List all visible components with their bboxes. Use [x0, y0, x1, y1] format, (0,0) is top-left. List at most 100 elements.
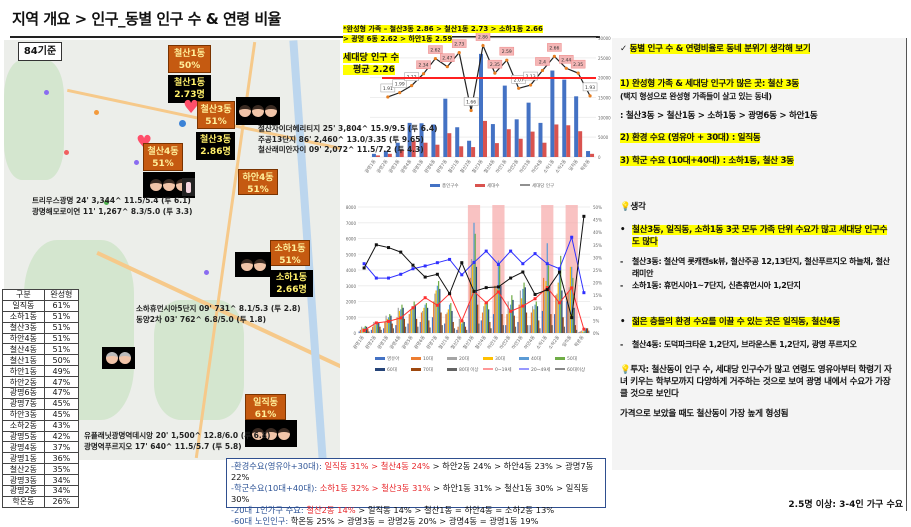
bar-40대 — [424, 304, 426, 333]
bar-70대 — [586, 328, 589, 333]
bar-70대 — [501, 314, 503, 333]
bar-20대 — [422, 310, 424, 333]
line-point — [509, 309, 513, 313]
y-tick-label: 3000 — [346, 284, 357, 289]
line-point — [460, 319, 464, 323]
bar-50대 — [486, 301, 489, 333]
dong-cell: 소하2동 — [2, 419, 45, 432]
bar-70대 — [513, 315, 515, 333]
dong-name: 철산4동 — [147, 147, 179, 157]
bar-population — [383, 151, 388, 157]
bar-60대 — [378, 322, 380, 333]
dong-cell: 하안4동 — [2, 332, 45, 345]
bar-10대 — [542, 277, 545, 333]
dash-icon: - — [620, 257, 624, 266]
table-row: 하안3동 45% — [2, 408, 80, 421]
bar-30대 — [411, 309, 413, 333]
bar-50대 — [535, 301, 537, 333]
map-label-iljik-ratio: 일직동 61% — [245, 394, 286, 420]
data-label: 2.34 — [419, 63, 429, 69]
title-divider — [10, 36, 600, 38]
basis-label: 84기준 — [18, 42, 62, 61]
table-row: 광명4동 37% — [2, 441, 80, 454]
dong-cell: 하안2동 — [2, 376, 45, 389]
complex-line: 광명해모로이연 11' 1,267^ 8.3/5.0 (투 3.3) — [32, 206, 193, 216]
bar-80대 이상 — [588, 330, 590, 333]
line-point — [545, 262, 549, 266]
point-3: 3) 학군 수요 (10대+40대) : 소하1동, 철산 3동 — [620, 156, 794, 166]
legend-swatch — [447, 357, 457, 360]
bar-50대 — [425, 303, 427, 333]
dong-name: 철산3동 — [200, 105, 232, 115]
bar-영유아 — [407, 323, 409, 333]
household-size-point — [410, 84, 414, 88]
bar-70대 — [550, 314, 552, 333]
household-size-point — [398, 91, 402, 95]
bar-households — [578, 131, 583, 157]
bar-30대 — [386, 318, 388, 333]
bar-population — [574, 96, 579, 157]
household-size-point — [481, 43, 485, 48]
bar-30대 — [582, 331, 584, 333]
map-label-soha1-household: 소하1동 2.66명 — [270, 270, 313, 297]
bar-60대 — [365, 326, 368, 333]
line-point — [545, 288, 549, 292]
x-tick-label: 광명1동 — [351, 334, 366, 351]
table-row: 소하2동 43% — [2, 419, 80, 432]
x-tick-label: 광명5동 — [400, 334, 415, 351]
table-row: 철산1동 50% — [2, 354, 80, 367]
bar-60대 — [402, 307, 404, 333]
household-size-point — [457, 51, 461, 55]
household-size-line — [387, 43, 591, 111]
dong-name: 철산3동 — [199, 135, 232, 145]
x-tick-label: 철산1동 — [437, 334, 452, 351]
dong-cell: 광명6동 — [2, 387, 45, 399]
average-label-line: 세대당 인구 수 — [343, 53, 399, 63]
bar-30대 — [508, 310, 511, 333]
table-row: 철산2동 35% — [2, 463, 80, 476]
x-tick-label: 일직동 — [567, 158, 580, 172]
ratio-cell: 37% — [43, 441, 80, 454]
ratio-cell: 26% — [43, 495, 80, 508]
bar-70대 — [489, 321, 491, 333]
map-label-cheolsan4-ratio: 철산4동 51% — [143, 143, 183, 171]
complex-info-cheolsan: 철산자이더헤리티지 25' 3,804^ 15.9/9.5 (투 6.4) 주공1… — [258, 124, 437, 156]
map-label-cheolsan1-household: 철산1동 2.73명 — [168, 75, 211, 103]
bar-30대 — [459, 321, 462, 333]
bar-10대 — [359, 329, 362, 333]
legend-label: 60대이상 — [567, 366, 585, 373]
data-label-box — [440, 53, 455, 62]
household-size-point — [433, 56, 438, 61]
bar-30대 — [447, 309, 449, 333]
x-tick-label: 광명4동 — [388, 334, 403, 351]
summary-label: -20대 1인가구 수요: — [231, 505, 307, 515]
bar-10대 — [384, 321, 386, 333]
household-size-point — [421, 72, 426, 76]
data-label-box — [582, 82, 598, 92]
bar-60대 — [414, 304, 416, 333]
bullet-icon: • — [620, 317, 626, 327]
line-point — [521, 270, 525, 274]
price-note: 가격으로 보았을 때도 철산동이 가장 높게 형성됨 — [620, 409, 789, 419]
bar-50대 — [389, 314, 391, 333]
bar-70대 — [574, 325, 576, 333]
ratio-cell: 34% — [43, 485, 80, 497]
x-tick-label: 학온동 — [579, 158, 592, 172]
bar-80대 이상 — [380, 329, 382, 333]
y-tick-label: 7000 — [346, 221, 357, 226]
bar-영유아 — [370, 329, 373, 333]
data-label: 1.99 — [395, 82, 405, 88]
ratio-cell: 51% — [43, 332, 80, 345]
dong-cell: 광명4동 — [2, 441, 45, 454]
x-tick-label: 광명7동 — [434, 158, 449, 175]
y-tick-label: 1000 — [346, 315, 357, 320]
ratio-cell: 36% — [43, 452, 80, 465]
x-tick-label: 광명5동 — [411, 158, 426, 175]
line-point — [448, 257, 452, 261]
table-header: 구분 완성형 — [2, 289, 80, 301]
bar-20대 — [507, 301, 509, 333]
ratio-cell: 49% — [43, 365, 80, 378]
bar-60대 — [524, 287, 526, 333]
ratio-cell: 51% — [43, 310, 80, 323]
dong-name: 소하1동 — [275, 273, 308, 283]
